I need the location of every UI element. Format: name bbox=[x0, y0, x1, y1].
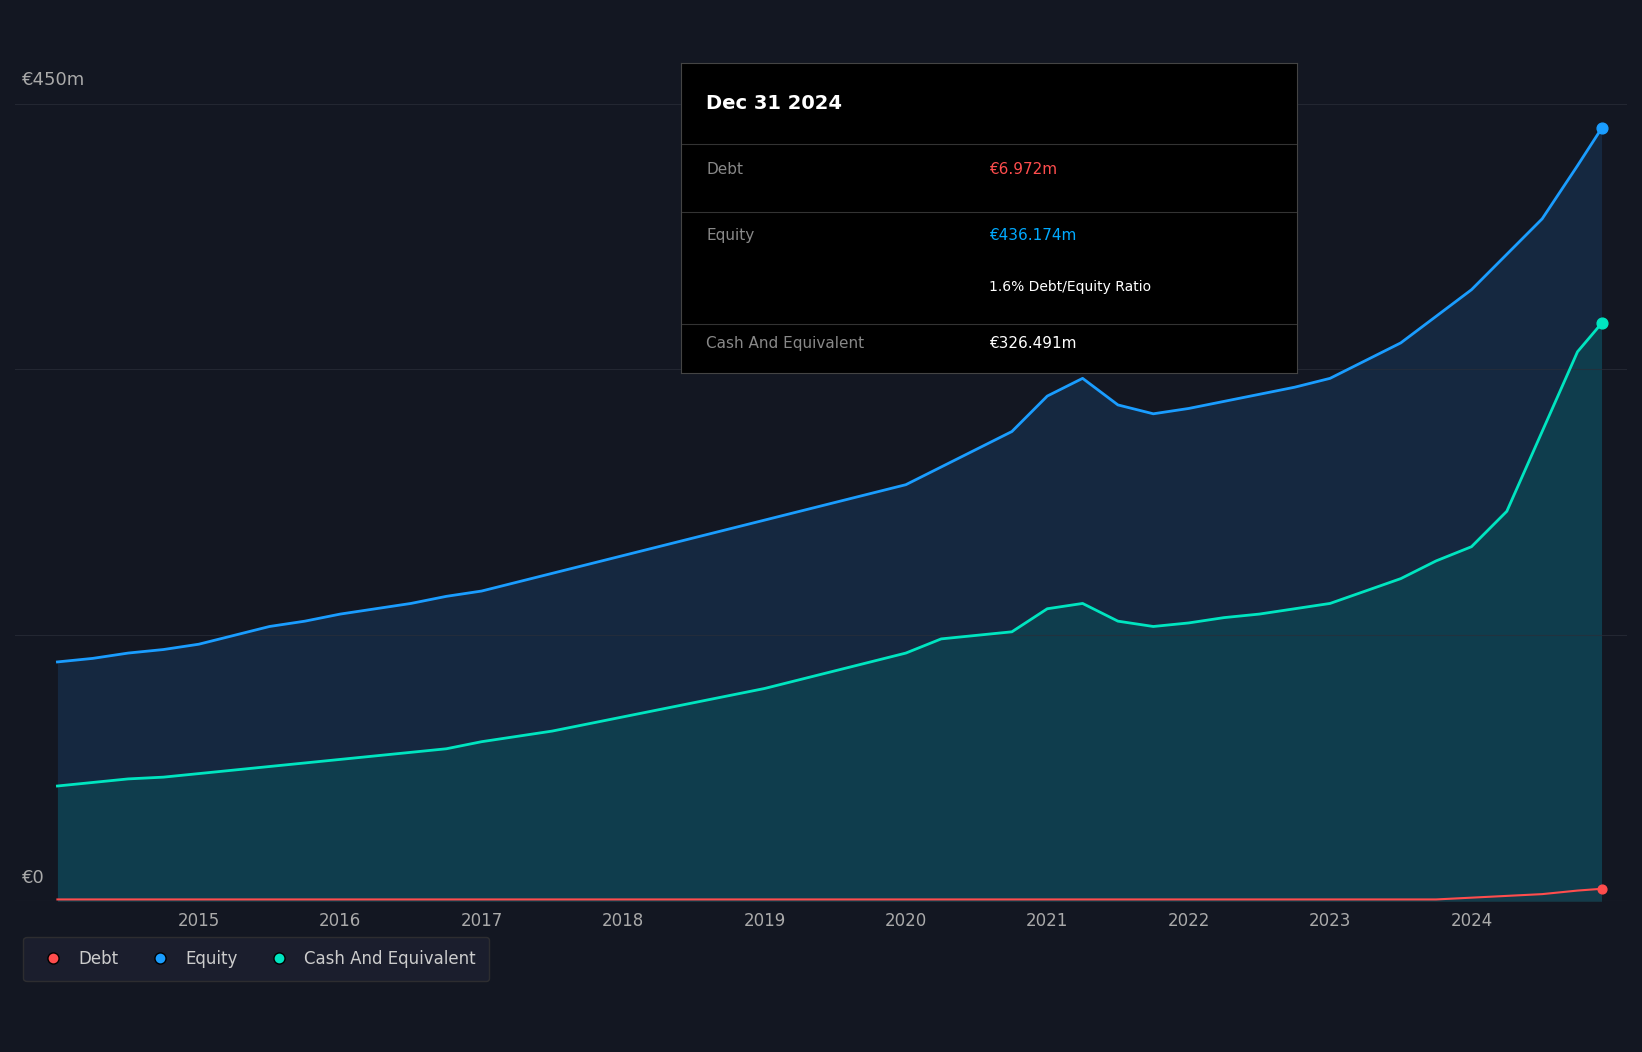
Text: €436.174m: €436.174m bbox=[988, 227, 1077, 243]
Text: Equity: Equity bbox=[706, 227, 754, 243]
Text: Cash And Equivalent: Cash And Equivalent bbox=[706, 337, 864, 351]
Text: €0: €0 bbox=[21, 869, 44, 887]
Text: €6.972m: €6.972m bbox=[988, 162, 1057, 178]
Text: 1.6% Debt/Equity Ratio: 1.6% Debt/Equity Ratio bbox=[988, 281, 1151, 295]
Point bbox=[1588, 315, 1614, 331]
Text: €326.491m: €326.491m bbox=[988, 337, 1077, 351]
Text: €450m: €450m bbox=[21, 72, 85, 89]
Point bbox=[1588, 881, 1614, 897]
Legend: Debt, Equity, Cash And Equivalent: Debt, Equity, Cash And Equivalent bbox=[23, 937, 489, 982]
Point bbox=[1588, 120, 1614, 137]
Text: Debt: Debt bbox=[706, 162, 744, 178]
Text: Dec 31 2024: Dec 31 2024 bbox=[706, 95, 842, 114]
